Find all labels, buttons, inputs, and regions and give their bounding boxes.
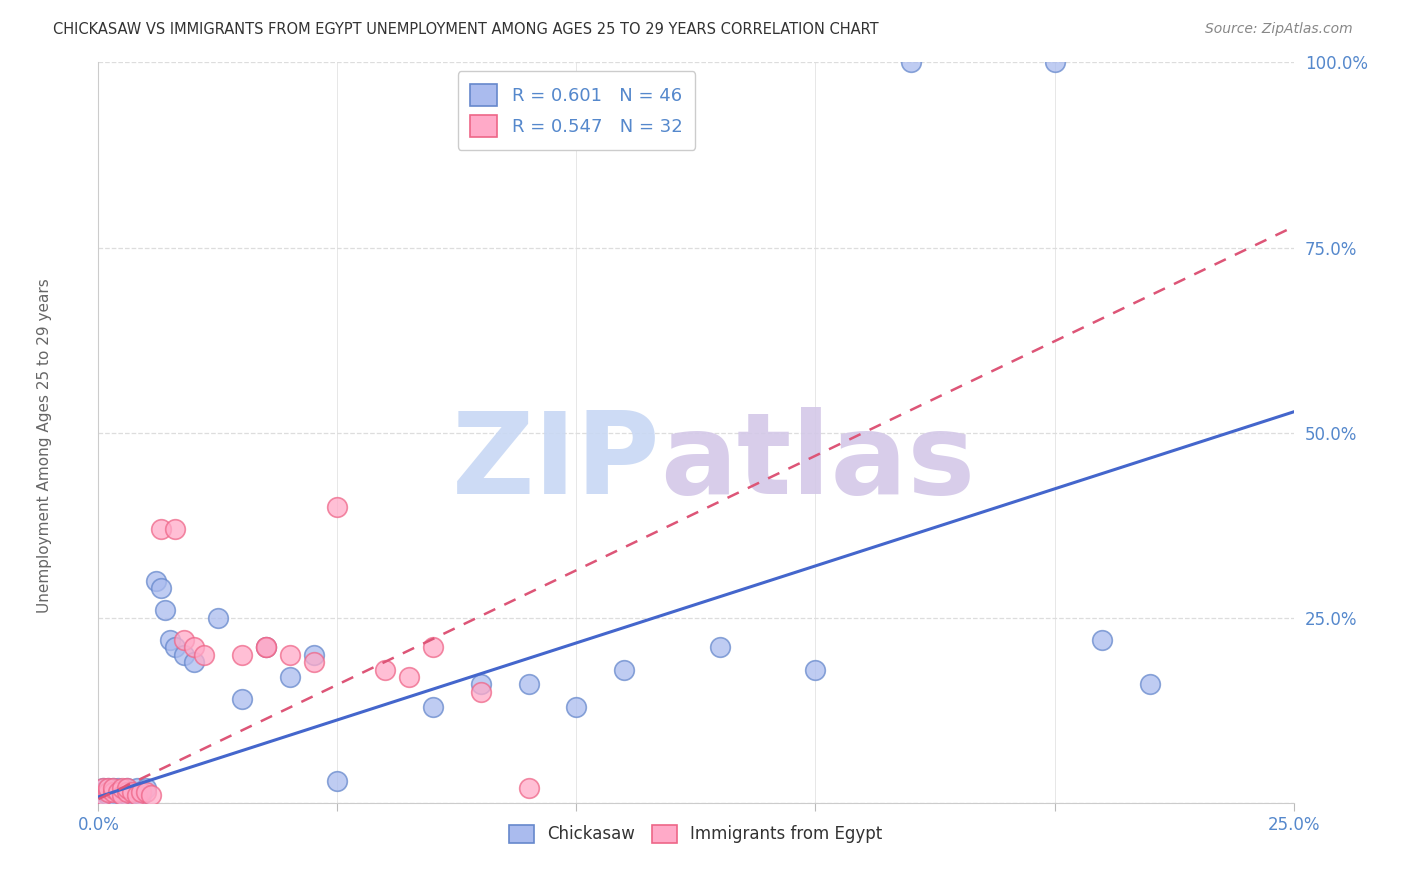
Point [131,785,153,799]
Point [804,663,827,677]
Legend: Chickasaw, Immigrants from Egypt: Chickasaw, Immigrants from Egypt [502,818,890,850]
Point [163,522,186,536]
Point [121,785,143,799]
Point [422,640,444,655]
Point [254,640,277,655]
Point [111,789,134,803]
Point [125,780,148,795]
Point [97,785,120,799]
Point [111,780,134,795]
Point [1043,55,1066,70]
Point [183,655,205,669]
Point [97,789,120,803]
Point [115,789,138,803]
Point [107,785,129,799]
Point [207,610,229,624]
Point [193,648,215,662]
Point [900,55,922,70]
Point [1091,632,1114,647]
Point [101,785,124,799]
Point [709,640,731,655]
Point [91,780,114,795]
Point [97,780,120,795]
Point [565,699,588,714]
Point [517,677,540,691]
Point [115,780,138,795]
Point [613,663,636,677]
Point [326,773,349,788]
Text: Source: ZipAtlas.com: Source: ZipAtlas.com [1205,22,1353,37]
Point [131,785,153,799]
Text: CHICKASAW VS IMMIGRANTS FROM EGYPT UNEMPLOYMENT AMONG AGES 25 TO 29 YEARS CORREL: CHICKASAW VS IMMIGRANTS FROM EGYPT UNEMP… [53,22,879,37]
Point [125,789,148,803]
Point [107,780,129,795]
Point [121,785,143,799]
Point [131,789,153,803]
Point [163,640,186,655]
Point [111,789,134,803]
Point [374,663,396,677]
Point [398,670,420,684]
Point [302,648,325,662]
Text: atlas: atlas [661,407,976,517]
Point [97,785,120,799]
Point [135,780,157,795]
Point [422,699,444,714]
Point [101,789,124,803]
Point [111,785,134,799]
Point [139,789,162,803]
Point [125,785,148,799]
Text: Unemployment Among Ages 25 to 29 years: Unemployment Among Ages 25 to 29 years [38,278,52,614]
Point [149,581,172,595]
Point [115,785,138,799]
Point [254,640,277,655]
Point [231,648,253,662]
Point [1139,677,1161,691]
Point [101,785,124,799]
Point [278,648,301,662]
Point [115,780,138,795]
Point [145,574,167,588]
Text: ZIP: ZIP [451,407,661,517]
Point [155,603,177,617]
Point [107,785,129,799]
Point [326,500,349,514]
Point [91,789,114,803]
Point [173,648,195,662]
Point [135,785,157,799]
Point [97,780,120,795]
Point [91,785,114,799]
Point [149,522,172,536]
Point [183,640,205,655]
Point [517,780,540,795]
Point [470,685,492,699]
Point [254,640,277,655]
Point [302,655,325,669]
Point [470,677,492,691]
Point [91,780,114,795]
Point [159,632,181,647]
Point [231,692,253,706]
Point [101,780,124,795]
Point [278,670,301,684]
Point [91,789,114,803]
Point [121,789,143,803]
Point [173,632,195,647]
Point [101,780,124,795]
